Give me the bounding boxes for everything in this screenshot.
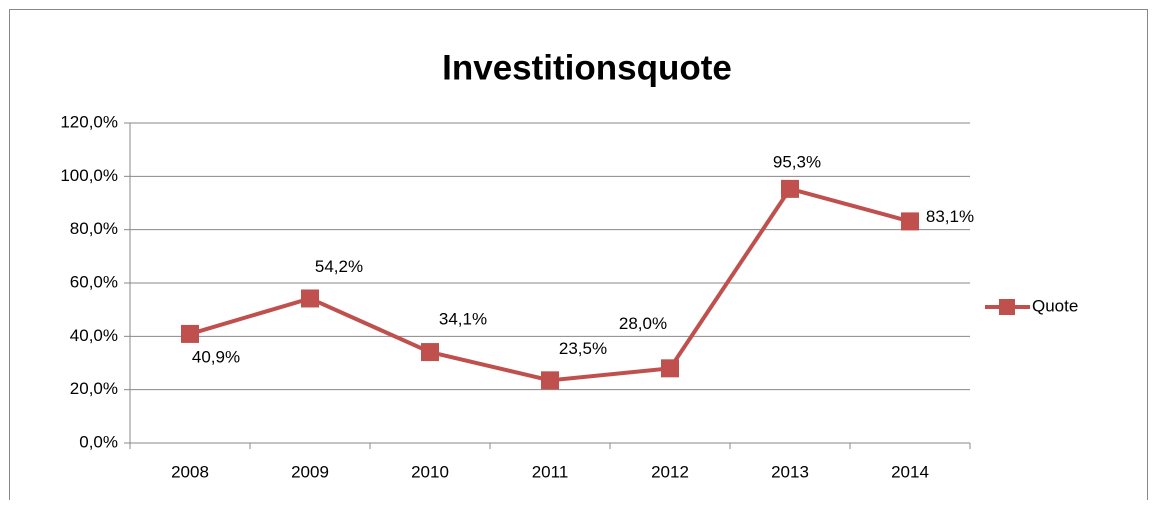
y-tick-label: 60,0% (70, 272, 118, 291)
y-tick-label: 40,0% (70, 326, 118, 345)
x-tick-label: 2010 (411, 462, 449, 481)
data-label: 95,3% (773, 152, 821, 171)
data-label: 54,2% (315, 257, 363, 276)
y-tick-label: 20,0% (70, 379, 118, 398)
y-tick-label: 120,0% (60, 112, 118, 131)
data-label: 40,9% (192, 347, 240, 366)
marker (301, 289, 319, 308)
chart-frame (9, 9, 1148, 505)
data-label: 23,5% (559, 339, 607, 358)
y-tick-label: 0,0% (79, 432, 118, 451)
legend-marker (999, 299, 1015, 315)
x-tick-label: 2013 (771, 462, 809, 481)
x-tick-label: 2008 (171, 462, 209, 481)
data-label: 28,0% (619, 314, 667, 333)
data-label: 83,1% (926, 207, 974, 226)
y-tick-label: 80,0% (70, 219, 118, 238)
marker (541, 371, 559, 390)
x-tick-label: 2009 (291, 462, 329, 481)
marker (781, 179, 799, 198)
marker (901, 212, 919, 231)
chart-title: Investitionsquote (442, 48, 732, 87)
marker (181, 324, 199, 343)
x-tick-label: 2014 (891, 462, 929, 481)
data-label: 34,1% (439, 310, 487, 329)
legend-label: Quote (1032, 296, 1078, 315)
marker (661, 359, 679, 378)
x-tick-label: 2011 (532, 462, 569, 481)
x-tick-label: 2012 (651, 462, 689, 481)
y-tick-label: 100,0% (60, 166, 118, 185)
marker (421, 343, 439, 362)
